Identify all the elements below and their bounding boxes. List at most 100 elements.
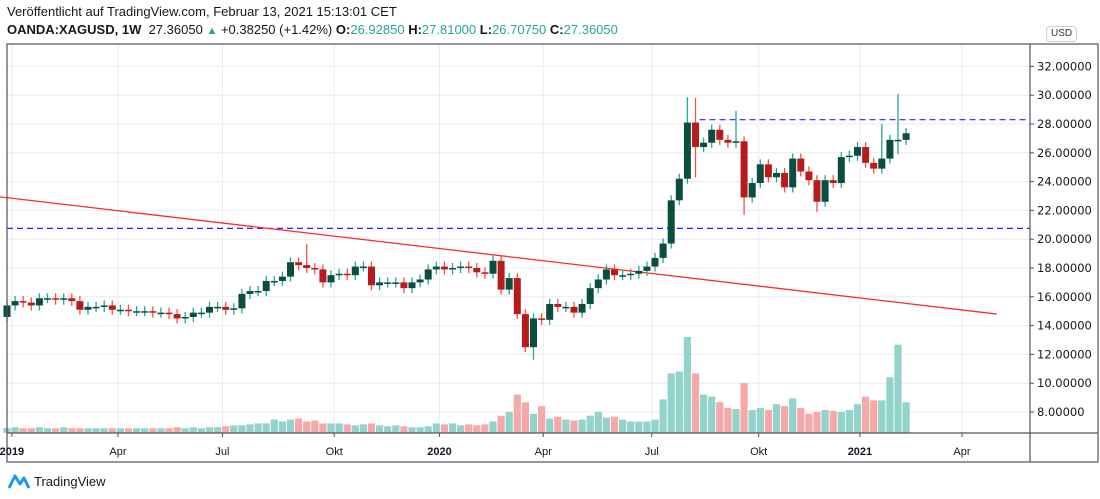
volume-bar bbox=[165, 428, 173, 433]
price-tick-label: 24.00000 bbox=[1037, 175, 1092, 189]
volume-bar bbox=[60, 427, 68, 433]
candle-body bbox=[651, 257, 659, 267]
volume-bar bbox=[610, 416, 619, 433]
volume-bar bbox=[667, 373, 675, 433]
time-tick-label: 2021 bbox=[848, 446, 872, 458]
candle-body bbox=[197, 312, 205, 315]
volume-bar bbox=[586, 415, 594, 433]
time-axis-bg bbox=[7, 433, 1098, 462]
candle-body bbox=[165, 312, 173, 315]
candle-body bbox=[116, 309, 124, 312]
candle-body bbox=[513, 278, 521, 315]
volume-bar bbox=[845, 409, 853, 433]
candle-body bbox=[295, 262, 303, 266]
volume-bar bbox=[724, 408, 732, 433]
candle-body bbox=[821, 180, 829, 202]
volume-bar bbox=[513, 394, 521, 433]
volume-bar bbox=[627, 421, 635, 433]
candle-body bbox=[108, 305, 116, 310]
volume-bar bbox=[448, 423, 457, 433]
candle-body bbox=[133, 311, 141, 313]
candle-body bbox=[19, 301, 27, 303]
volume-bar bbox=[84, 428, 92, 433]
volume-bar bbox=[246, 424, 254, 433]
candle-body bbox=[35, 298, 43, 306]
candle-body bbox=[343, 273, 351, 276]
candle-body bbox=[521, 314, 529, 348]
candle-body bbox=[392, 282, 400, 284]
open-value: 26.92850 bbox=[350, 22, 405, 37]
candle-body bbox=[667, 200, 675, 244]
candle-body bbox=[100, 305, 108, 307]
volume-bar bbox=[829, 410, 837, 433]
price-tick-label: 20.00000 bbox=[1037, 232, 1092, 246]
volume-bar bbox=[602, 417, 610, 433]
candle-body bbox=[68, 298, 76, 302]
volume-bar bbox=[505, 411, 513, 433]
volume-bar bbox=[781, 406, 789, 433]
candle-body bbox=[457, 266, 465, 269]
volume-bar bbox=[367, 423, 376, 433]
candle-body bbox=[278, 276, 286, 281]
volume-bar bbox=[805, 413, 813, 433]
volume-bar bbox=[197, 428, 205, 433]
candle-body bbox=[27, 302, 35, 306]
volume-bar bbox=[254, 423, 262, 433]
candle-body bbox=[805, 171, 813, 181]
candle-body bbox=[708, 129, 716, 143]
candle-body bbox=[473, 268, 481, 273]
volume-bar bbox=[570, 420, 578, 433]
open-label: O: bbox=[335, 22, 351, 37]
volume-bar bbox=[813, 411, 821, 433]
volume-bar bbox=[894, 344, 902, 433]
candle-body bbox=[416, 279, 424, 283]
drawings bbox=[0, 119, 1030, 315]
volume-bar bbox=[92, 428, 100, 433]
candle-body bbox=[602, 269, 610, 280]
price-axis-bg bbox=[1030, 44, 1098, 433]
volume-bar bbox=[416, 427, 424, 433]
published-caption: Veröffentlicht auf TradingView.com, Febr… bbox=[7, 4, 397, 19]
candle-body bbox=[432, 266, 440, 270]
volume-bar bbox=[384, 426, 392, 433]
candle-body bbox=[319, 269, 327, 283]
currency-badge[interactable]: USD bbox=[1046, 26, 1078, 42]
candle-body bbox=[449, 268, 456, 270]
candle-body bbox=[732, 141, 740, 143]
candle-body bbox=[465, 266, 473, 269]
candle-body bbox=[773, 172, 780, 178]
volume-bar bbox=[303, 421, 311, 433]
volume-bar bbox=[594, 411, 602, 433]
candle-body bbox=[886, 139, 894, 159]
volume-bar bbox=[870, 400, 878, 433]
candle-body bbox=[781, 172, 789, 188]
candle-body bbox=[764, 164, 772, 178]
volume-bar bbox=[489, 421, 497, 433]
volume-bar bbox=[295, 418, 303, 433]
candle-body bbox=[440, 266, 448, 270]
brand-name: TradingView bbox=[34, 473, 106, 489]
candle-body bbox=[683, 122, 691, 179]
symbol-legend: OANDA:XAGUSD, 1W 27.36050 ▲ +0.38250 (+1… bbox=[7, 22, 618, 37]
candle-body bbox=[829, 180, 837, 184]
candle-body bbox=[157, 312, 165, 315]
candle-body bbox=[287, 262, 294, 277]
volume-bar bbox=[635, 421, 643, 433]
volume-bar bbox=[35, 427, 43, 433]
candle-body bbox=[570, 306, 578, 313]
high-value: 27.81000 bbox=[421, 22, 477, 37]
candle-body bbox=[902, 133, 910, 140]
candle-body bbox=[748, 183, 756, 198]
candle-body bbox=[246, 291, 254, 294]
tradingview-logo-icon bbox=[8, 474, 30, 489]
volume-bar bbox=[465, 424, 473, 433]
candle-body bbox=[716, 129, 724, 140]
candle-body bbox=[862, 147, 870, 163]
footer-brand[interactable]: TradingView bbox=[8, 472, 106, 490]
candle-body bbox=[149, 311, 157, 313]
candle-body bbox=[878, 158, 886, 169]
volume-bar bbox=[19, 428, 27, 433]
volume-bar bbox=[351, 425, 359, 433]
volume-bar bbox=[902, 402, 910, 433]
